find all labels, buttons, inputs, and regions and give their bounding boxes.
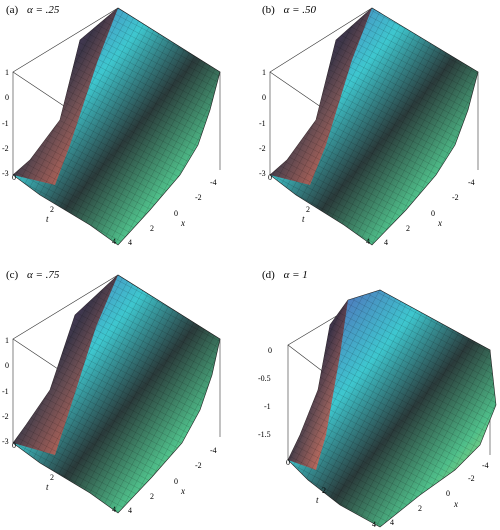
x-tick: -4 [482,461,489,470]
x-axis-label: x [437,218,442,228]
z-tick: -1 [2,119,9,128]
t-tick: 2 [50,473,54,482]
z-tick: 0 [268,346,272,355]
z-tick: 1 [5,336,9,345]
t-tick: 2 [322,486,326,495]
x-tick: 2 [150,492,154,501]
z-tick: -3 [2,169,9,178]
z-tick: -2 [2,412,9,421]
x-tick: -2 [195,193,202,202]
x-tick: -4 [210,446,217,455]
x-tick: 0 [174,477,178,486]
surface-plot: 1 0 -1 -2 -3 0 2 4 t -4 -2 0 2 4 x [259,7,479,247]
z-tick: -3 [2,437,9,446]
x-tick: 2 [150,224,154,233]
z-tick: 0 [5,93,9,102]
surface-plot: 0 -0.5 -1 -1.5 0 2 4 t -4 -2 0 2 4 x [258,289,497,529]
z-tick: 0 [262,93,266,102]
x-tick: 2 [406,224,410,233]
x-tick: 4 [128,238,132,247]
z-tick: -2 [259,144,266,153]
alpha-value: α = .50 [283,4,317,16]
t-tick: 4 [112,505,116,514]
t-tick: 2 [50,205,54,214]
surface-plot: 1 0 -1 -2 -3 0 2 4 t -4 -2 0 2 4 x [2,274,221,515]
z-tick: -0.5 [258,374,271,383]
t-tick: 2 [306,205,310,214]
z-tick: 1 [5,68,9,77]
panel-caption: (d) α = 1 [262,269,308,281]
z-tick: 1 [262,68,266,77]
panel-c: (c) α = .75 1 0 [0,265,250,530]
z-tick: -1 [259,119,266,128]
x-tick: 2 [418,504,422,513]
z-tick: -1.5 [258,430,271,439]
x-tick: -4 [468,178,475,187]
t-tick: 0 [12,173,16,182]
panel-letter: (d) [262,269,275,281]
panel-letter: (c) [6,269,19,281]
t-tick: 0 [268,173,272,182]
x-axis-label: x [180,218,185,228]
t-axis-label: t [46,214,49,224]
x-tick: 4 [384,238,388,247]
x-tick: -2 [468,474,475,483]
x-tick: 4 [390,518,394,527]
t-axis-label: t [46,482,49,492]
t-tick: 4 [112,237,116,246]
x-tick: 0 [446,489,450,498]
panel-letter: (a) [6,4,19,16]
alpha-value: α = .25 [26,4,60,16]
panel-caption: (b) α = .50 [262,4,316,16]
x-axis-label: x [453,499,458,509]
z-tick: -1 [2,387,9,396]
panel-caption: (c) α = .75 [6,269,59,281]
z-tick: -2 [2,144,9,153]
t-tick: 4 [372,520,376,529]
x-tick: 0 [431,209,435,218]
x-tick: -4 [210,178,217,187]
alpha-value: α = .75 [26,269,60,281]
t-axis-label: t [302,214,305,224]
t-tick: 4 [366,237,370,246]
alpha-value: α = 1 [283,269,308,281]
x-axis-label: x [180,486,185,496]
x-tick: 4 [128,506,132,515]
z-tick: -1 [264,402,271,411]
t-tick: 0 [286,458,290,467]
surface-plot: 1 0 -1 -2 -3 0 2 4 t -4 -2 0 2 4 x [2,7,221,247]
panel-letter: (b) [262,4,275,16]
panel-b: (b) α = .50 1 0 [250,0,500,265]
panel-caption: (a) α = .25 [6,4,59,16]
z-tick: 0 [5,361,9,370]
x-tick: -2 [452,193,459,202]
t-axis-label: t [316,495,319,505]
x-tick: -2 [195,461,202,470]
z-tick: -3 [259,169,266,178]
x-tick: 0 [174,209,178,218]
panel-d: (d) α = 1 0 -0. [250,265,500,530]
t-tick: 0 [12,441,16,450]
panel-a: (a) α = .25 [0,0,250,265]
